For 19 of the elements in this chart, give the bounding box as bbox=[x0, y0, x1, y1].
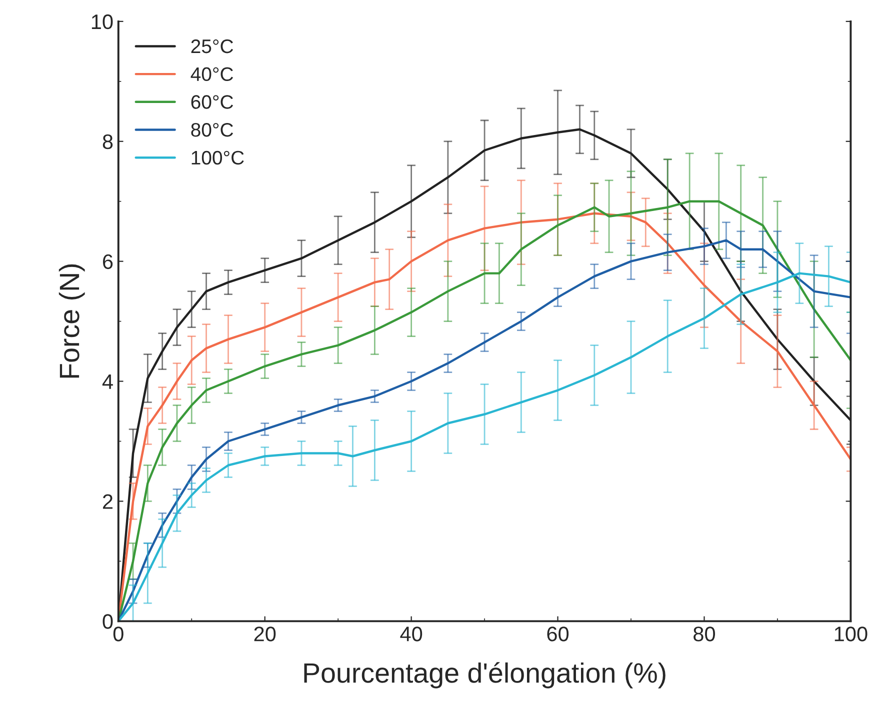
legend-label: 60°C bbox=[191, 95, 234, 109]
x-tick-label: 40 bbox=[400, 626, 422, 642]
legend-label: 25°C bbox=[191, 39, 234, 54]
y-tick-label: 0 bbox=[102, 614, 113, 629]
y-tick-label: 4 bbox=[102, 374, 113, 389]
x-tick-label: 0 bbox=[113, 626, 124, 642]
x-tick-label: 80 bbox=[694, 626, 716, 642]
legend-label: 80°C bbox=[191, 122, 234, 137]
x-tick-label: 20 bbox=[254, 626, 276, 642]
x-tick-label: 60 bbox=[547, 626, 569, 642]
y-tick-label: 10 bbox=[92, 14, 113, 30]
legend-label: 100°C bbox=[192, 150, 244, 165]
y-tick-label: 6 bbox=[103, 254, 113, 270]
x-tick-label: 100 bbox=[834, 626, 868, 642]
x-axis-title: Pourcentage d'élongation (%) bbox=[304, 662, 666, 688]
y-axis-title: Force (N) bbox=[58, 264, 85, 378]
legend-label: 40°C bbox=[190, 67, 234, 82]
y-tick-label: 8 bbox=[102, 134, 113, 150]
y-tick-label: 2 bbox=[102, 494, 112, 509]
